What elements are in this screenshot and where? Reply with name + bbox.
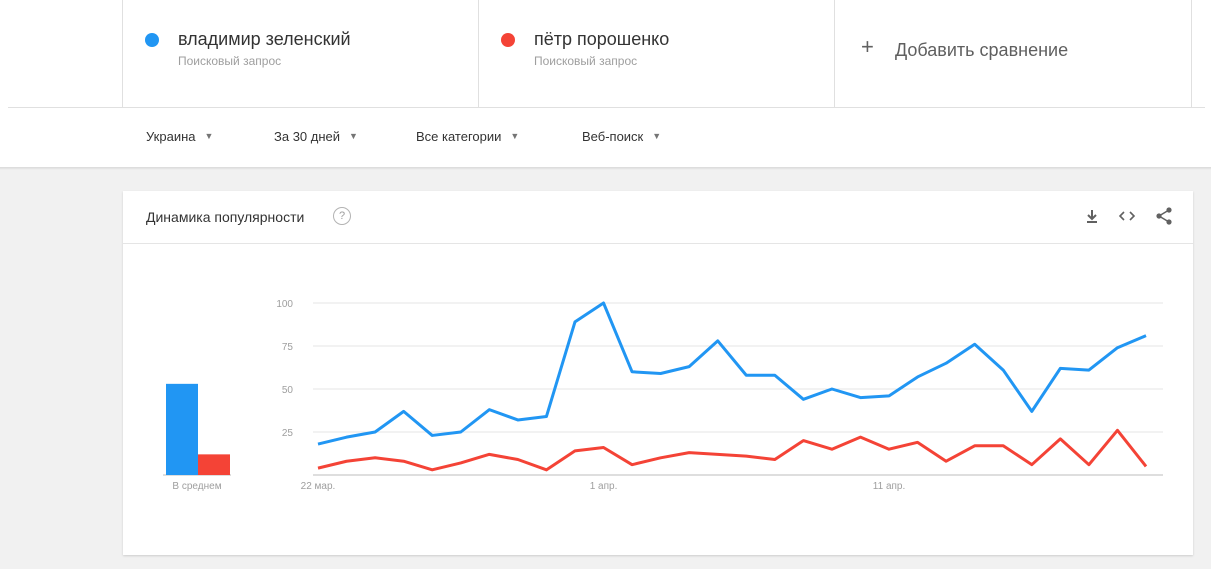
add-comparison-button[interactable]: + Добавить сравнение — [835, 0, 1192, 107]
interest-over-time-card: Динамика популярности ? 25 50 75 100 22 мар.… — [123, 191, 1193, 555]
series-color-dot-2 — [501, 33, 515, 47]
download-icon[interactable] — [1081, 205, 1103, 227]
chevron-down-icon: ▼ — [204, 131, 214, 141]
x-tick-label: 1 апр. — [590, 481, 618, 492]
series-color-dot-1 — [145, 33, 159, 47]
y-tick-label: 100 — [276, 299, 293, 310]
header-shadow — [0, 167, 1211, 170]
x-tick-label: 11 апр. — [873, 481, 905, 492]
chevron-down-icon: ▼ — [652, 131, 662, 141]
average-label: В среднем — [172, 481, 221, 492]
category-filter[interactable]: Все категории ▼ — [416, 129, 519, 144]
average-bar — [198, 454, 230, 475]
add-comparison-label: Добавить сравнение — [895, 40, 1069, 60]
card-header: Динамика популярности ? — [123, 191, 1193, 244]
header-panel: владимир зеленский Поисковый запрос пётр… — [0, 0, 1211, 168]
region-filter[interactable]: Украина ▼ — [146, 129, 213, 144]
search-term-card-1[interactable]: владимир зеленский Поисковый запрос — [122, 0, 479, 107]
help-icon[interactable]: ? — [333, 207, 351, 225]
period-filter-label: За 30 дней — [274, 129, 341, 144]
y-tick-label: 75 — [282, 342, 294, 353]
search-term-name-2[interactable]: пётр порошенко — [534, 29, 670, 49]
share-icon[interactable] — [1153, 205, 1175, 227]
search-term-type-2: Поисковый запрос — [534, 54, 638, 68]
interest-chart: 25 50 75 100 22 мар. 1 апр. 11 апр. В среднем — [163, 299, 1163, 492]
card-title: Динамика популярности — [146, 209, 305, 225]
search-type-filter-label: Веб-поиск — [582, 129, 644, 144]
period-filter[interactable]: За 30 дней ▼ — [274, 129, 358, 144]
series-line-2 — [317, 428, 1148, 472]
chevron-down-icon: ▼ — [349, 131, 358, 141]
series-line-1 — [317, 301, 1147, 446]
x-tick-label: 22 мар. — [301, 481, 336, 492]
chevron-down-icon: ▼ — [510, 131, 520, 141]
search-type-filter[interactable]: Веб-поиск ▼ — [582, 129, 661, 144]
embed-icon[interactable] — [1116, 205, 1138, 227]
plus-icon: + — [861, 34, 874, 59]
y-tick-label: 50 — [282, 385, 294, 396]
category-filter-label: Все категории — [416, 129, 502, 144]
y-tick-label: 25 — [282, 428, 294, 439]
comparison-terms-row: владимир зеленский Поисковый запрос пётр… — [8, 0, 1205, 108]
region-filter-label: Украина — [146, 129, 196, 144]
average-bar — [166, 383, 198, 475]
search-term-name-1[interactable]: владимир зеленский — [178, 29, 351, 49]
search-term-card-2[interactable]: пётр порошенко Поисковый запрос — [479, 0, 835, 107]
search-term-type-1: Поисковый запрос — [178, 54, 282, 68]
